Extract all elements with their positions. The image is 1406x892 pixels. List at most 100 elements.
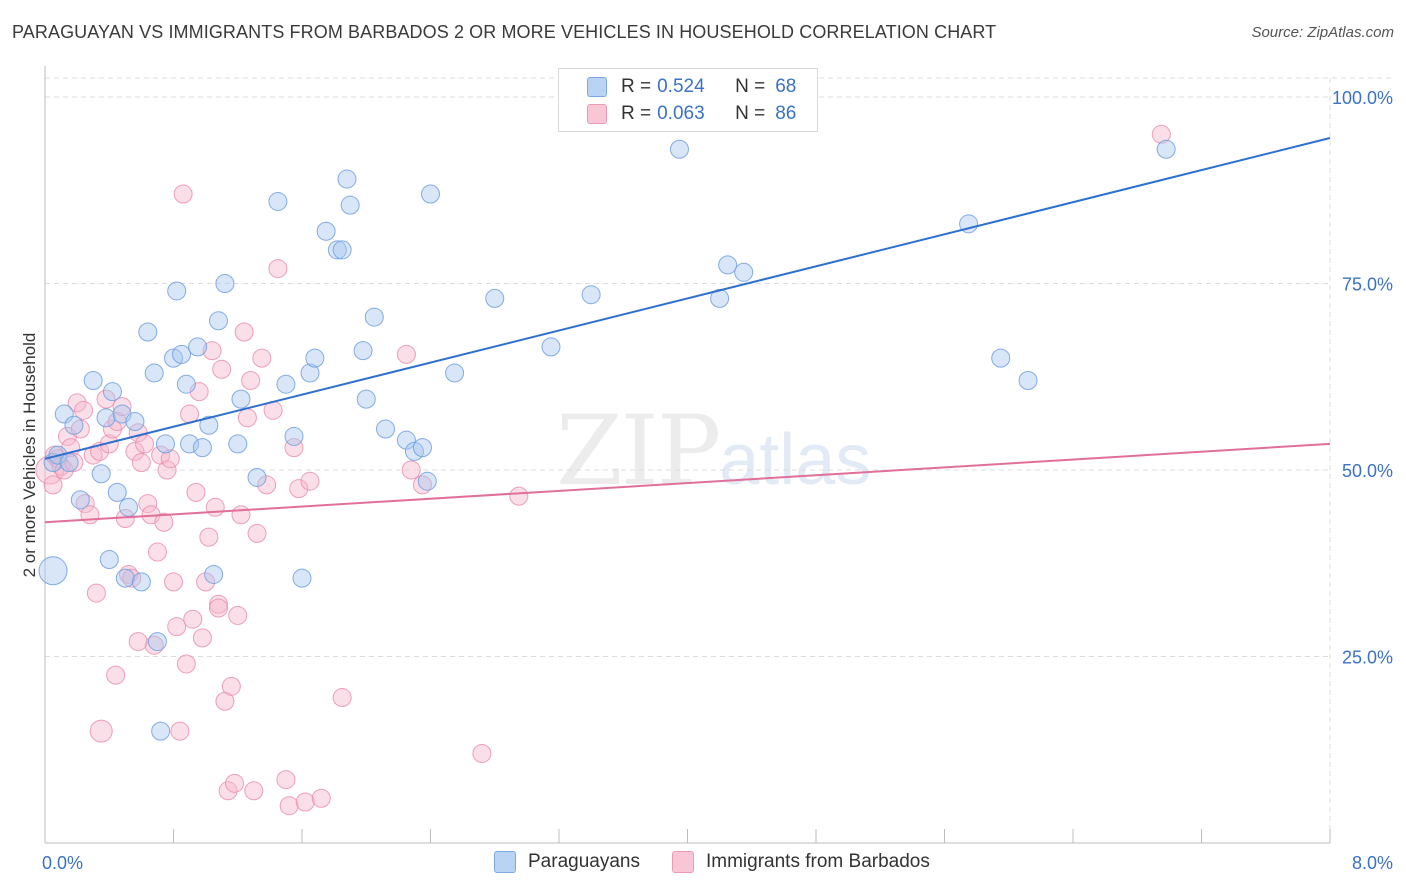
point-paraguayans (1018, 370, 1038, 390)
point-paraguayans (70, 490, 90, 510)
point-barbados (268, 259, 288, 279)
point-paraguayans (228, 434, 248, 454)
point-barbados (252, 348, 272, 368)
point-paraguayans (59, 453, 79, 473)
point-barbados (295, 792, 315, 812)
stats-row-barbados: R = 0.063 N = 86 (559, 102, 796, 126)
point-barbados (509, 486, 529, 506)
point-barbados (218, 781, 238, 801)
r-label: R = (621, 76, 652, 97)
axes (44, 66, 1331, 844)
point-barbados (147, 542, 167, 562)
point-paraguayans (327, 240, 347, 260)
point-paraguayans (581, 285, 601, 305)
point-barbados (160, 449, 180, 469)
point-barbados (300, 471, 320, 491)
point-barbados (196, 572, 216, 592)
watermark-atlas: atlas (719, 420, 872, 500)
point-paraguayans (445, 363, 465, 383)
point-barbados (1151, 124, 1171, 144)
n-value: 86 (775, 103, 797, 124)
point-paraguayans (268, 191, 288, 211)
point-barbados (192, 628, 212, 648)
point-paraguayans (300, 363, 320, 383)
point-barbados (99, 434, 119, 454)
point-paraguayans (959, 214, 979, 234)
point-paraguayans (115, 568, 135, 588)
r-value: 0.063 (657, 103, 705, 124)
point-barbados (43, 475, 63, 495)
point-paraguayans (340, 195, 360, 215)
point-paraguayans (718, 255, 738, 275)
point-paraguayans (1156, 139, 1176, 159)
point-barbados (237, 408, 257, 428)
r-label: R = (621, 103, 652, 124)
y-tick-label: 75.0% (1342, 275, 1393, 295)
point-barbados (221, 676, 241, 696)
stats-legend: R = 0.524 N = 68 R = 0.063 N = 86 (558, 68, 818, 132)
point-barbados (186, 482, 206, 502)
point-barbados (225, 773, 245, 793)
point-barbados (157, 460, 177, 480)
point-barbados (183, 609, 203, 629)
point-paraguayans (180, 434, 200, 454)
point-barbados (208, 598, 228, 618)
point-paraguayans (131, 572, 151, 592)
point-paraguayans (138, 322, 158, 342)
point-paraguayans (332, 240, 352, 260)
point-barbados (170, 721, 190, 741)
point-paraguayans (176, 374, 196, 394)
y-tick-label: 50.0% (1342, 461, 1393, 481)
stats-row-paraguayans: R = 0.524 N = 68 (559, 75, 796, 99)
point-barbados (164, 572, 183, 592)
point-paraguayans (38, 556, 68, 586)
point-paraguayans (337, 169, 357, 189)
series-paraguayans-points (38, 139, 1176, 741)
trend-line-paraguayans (44, 137, 1331, 460)
point-barbados (472, 743, 492, 763)
point-barbados (167, 617, 187, 637)
watermark-zip: ZIP (556, 395, 721, 507)
point-paraguayans (125, 412, 145, 432)
point-barbados (74, 400, 94, 420)
point-barbados (144, 635, 164, 655)
r-value: 0.524 (657, 76, 705, 97)
point-barbados (284, 438, 304, 458)
n-value: 68 (775, 76, 797, 97)
point-paraguayans (396, 430, 416, 450)
trend-lines (44, 137, 1331, 524)
point-paraguayans (353, 341, 373, 361)
point-barbados (247, 523, 267, 543)
n-label: N = (735, 76, 766, 97)
point-paraguayans (107, 482, 127, 502)
point-barbados (112, 397, 132, 417)
point-barbados (64, 453, 84, 473)
point-barbados (231, 505, 251, 525)
point-paraguayans (231, 389, 251, 409)
point-paraguayans (102, 382, 122, 402)
point-barbados (154, 512, 174, 532)
point-barbados (257, 475, 277, 495)
source-label: Source: ZipAtlas.com (1251, 24, 1394, 41)
tick-labels: 25.0% 50.0% 75.0% 100.0% 0.0% 8.0% (42, 88, 1393, 873)
point-paraguayans (541, 337, 561, 357)
point-barbados (128, 632, 148, 652)
n-label: N = (735, 103, 766, 124)
point-paraguayans (83, 370, 103, 390)
point-barbados (228, 605, 248, 625)
x-tick-label-min: 0.0% (42, 853, 83, 873)
point-barbados (125, 441, 145, 461)
y-tick-label: 25.0% (1342, 648, 1393, 668)
point-barbados (199, 527, 219, 547)
point-paraguayans (119, 497, 139, 517)
point-barbados (234, 322, 254, 342)
point-paraguayans (199, 415, 219, 435)
point-barbados (311, 788, 331, 808)
point-paraguayans (192, 438, 212, 458)
point-paraguayans (188, 337, 208, 357)
point-barbados (67, 393, 87, 413)
point-barbados (122, 568, 142, 588)
point-barbados (176, 654, 196, 674)
blue-swatch (494, 851, 516, 873)
